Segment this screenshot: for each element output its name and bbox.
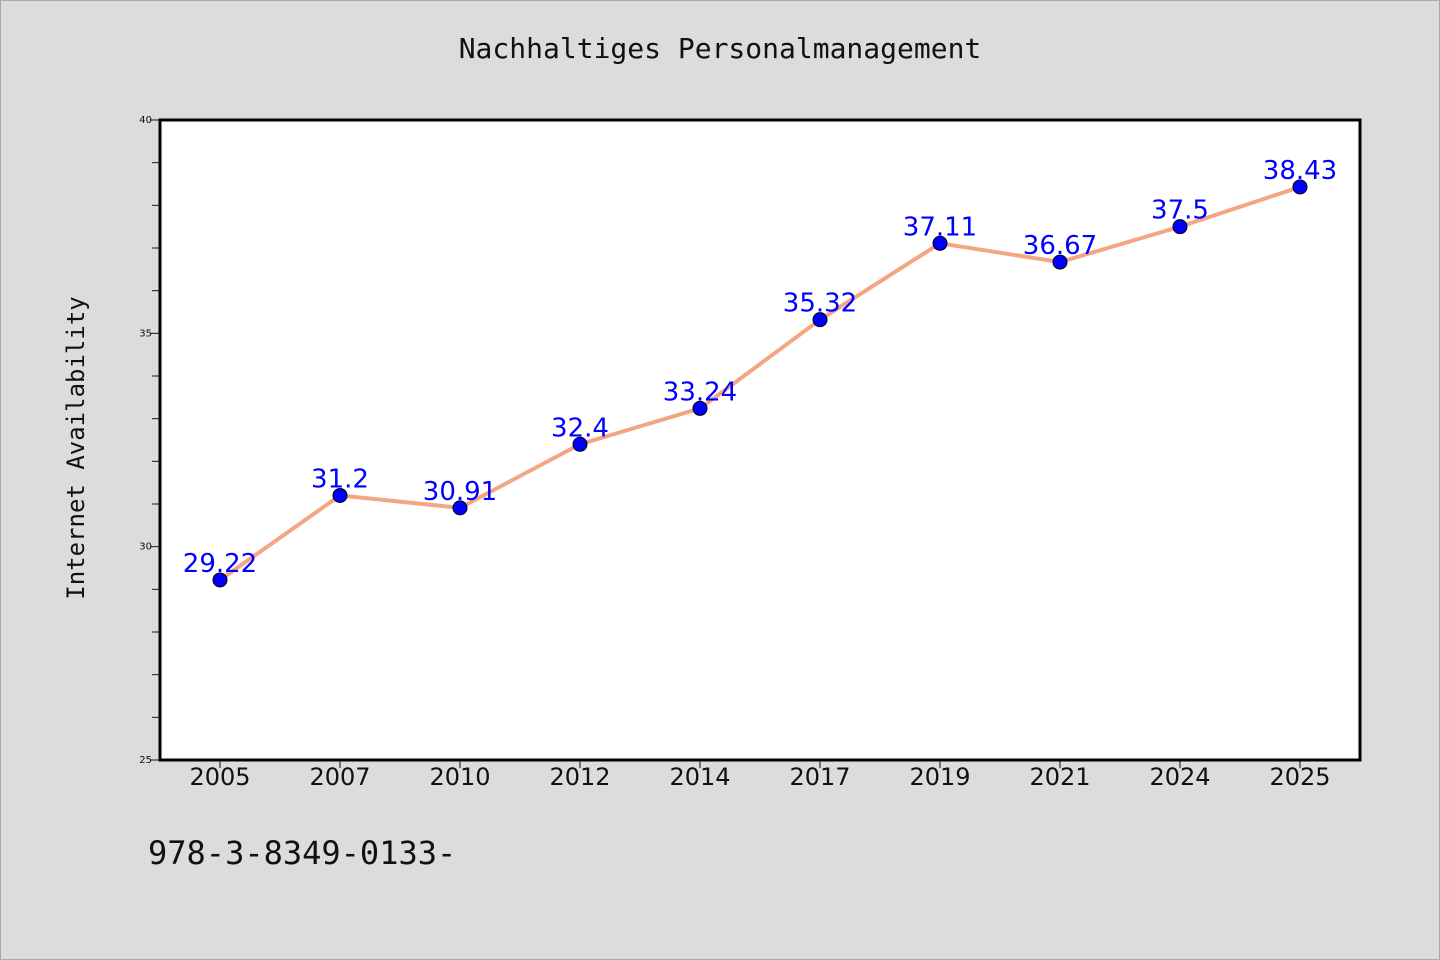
y-tick-label: 25 [139, 755, 152, 766]
data-label: 37.5 [1151, 196, 1209, 226]
plot-area [160, 120, 1360, 760]
x-tick-label: 2024 [1149, 763, 1210, 791]
x-tick-label: 2014 [669, 763, 730, 791]
data-point [1292, 179, 1308, 195]
data-label: 30.91 [423, 477, 497, 507]
x-tick-label: 2019 [909, 763, 970, 791]
y-tick-label: 35 [139, 328, 152, 339]
x-tick-label: 2025 [1269, 763, 1330, 791]
data-point [332, 487, 348, 503]
data-point [1052, 254, 1068, 270]
data-point [572, 436, 588, 452]
y-tick-label: 40 [139, 115, 152, 126]
data-label: 31.2 [311, 464, 369, 494]
data-point [1172, 219, 1188, 235]
x-tick-label: 2010 [429, 763, 490, 791]
series-line [218, 184, 1302, 582]
data-point [452, 500, 468, 516]
data-label: 38.43 [1263, 156, 1337, 186]
x-tick-label: 2012 [549, 763, 610, 791]
data-label: 37.11 [903, 212, 977, 242]
data-point [212, 572, 228, 588]
footer-code: 978-3-8349-0133- [148, 834, 457, 872]
data-label: 32.4 [551, 413, 609, 443]
x-tick-label: 2017 [789, 763, 850, 791]
x-tick-label: 2005 [189, 763, 250, 791]
data-label: 29.22 [183, 549, 257, 579]
x-tick-label: 2007 [309, 763, 370, 791]
plot-border [158, 118, 1362, 762]
data-point [692, 400, 708, 416]
y-tick-label: 30 [139, 542, 152, 553]
data-label: 33.24 [663, 377, 737, 407]
data-point [932, 235, 948, 251]
x-tick-label: 2021 [1029, 763, 1090, 791]
data-label: 36.67 [1023, 231, 1097, 261]
data-point [812, 312, 828, 328]
chart-title: Nachhaltiges Personalmanagement [458, 32, 982, 65]
data-label: 35.32 [783, 289, 857, 319]
